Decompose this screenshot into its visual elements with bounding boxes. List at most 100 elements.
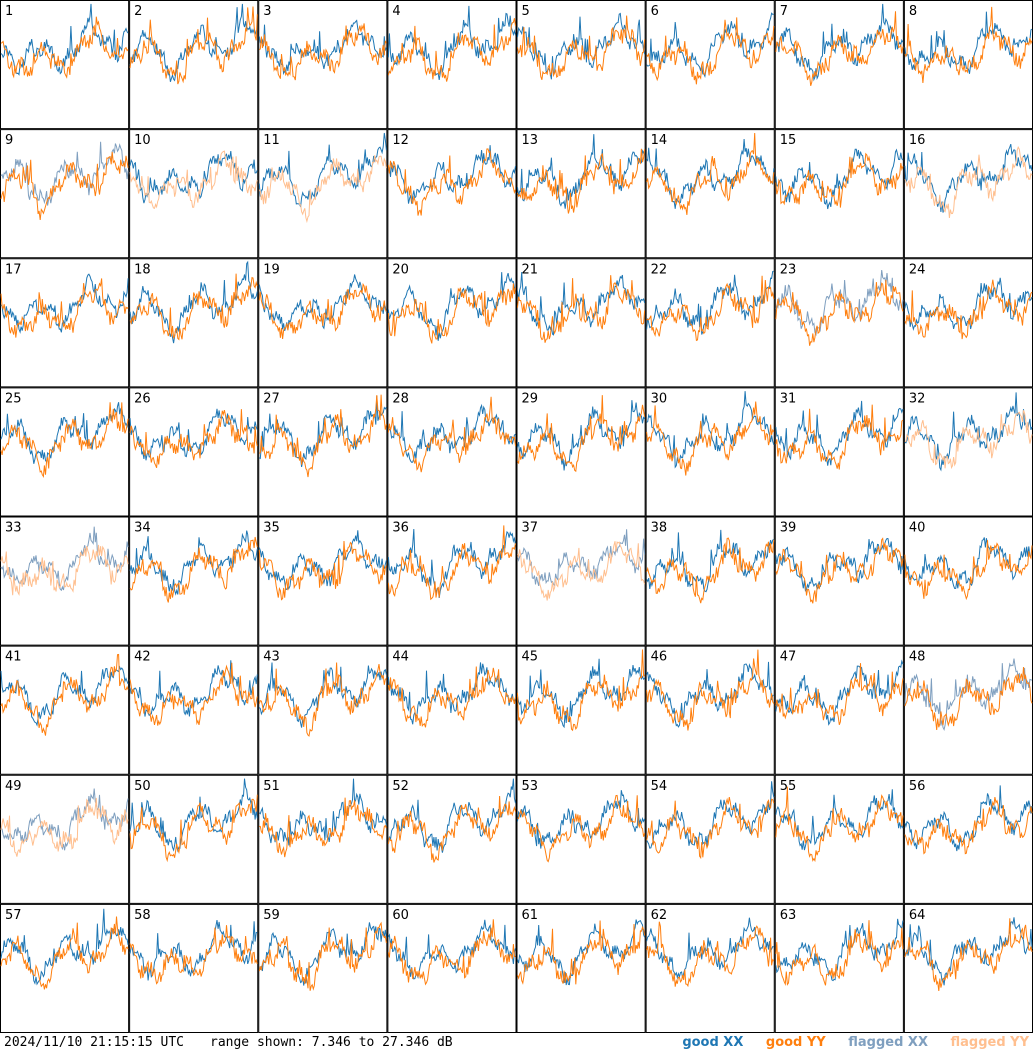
good-yy-line <box>517 794 646 863</box>
good-xx-line <box>0 665 129 727</box>
good-xx-line <box>646 138 775 209</box>
panel-number: 54 <box>651 779 668 794</box>
antenna-panel-58: 58 <box>129 903 259 1033</box>
good-yy-line <box>129 6 258 85</box>
panel-frame <box>387 0 517 130</box>
antenna-panel-54: 54 <box>645 774 775 904</box>
antenna-panel-19: 19 <box>258 258 388 388</box>
good-yy-line <box>904 918 1033 991</box>
panel-number: 55 <box>780 779 797 794</box>
good-xx-line <box>129 3 258 82</box>
good-xx-line <box>129 778 258 853</box>
panel-frame <box>387 774 517 904</box>
panel-frame <box>774 903 904 1033</box>
panel-frame <box>774 774 904 904</box>
antenna-panel-10: 10 <box>129 129 259 259</box>
antenna-panel-61: 61 <box>516 903 646 1033</box>
panel-number: 43 <box>263 650 280 665</box>
panel-frame <box>387 387 517 517</box>
panel-number: 21 <box>522 262 539 277</box>
antenna-panel-3: 3 <box>258 0 388 130</box>
panel-number: 48 <box>909 650 926 665</box>
flagged-xx-line <box>0 788 129 851</box>
legend-good-xx: good XX <box>682 1035 744 1050</box>
panel-number: 12 <box>392 133 409 148</box>
flagged-yy-line <box>0 797 129 857</box>
panel-number: 3 <box>263 4 271 19</box>
antenna-panel-40: 40 <box>903 516 1033 646</box>
good-xx-line <box>775 537 904 592</box>
panel-frame <box>129 0 259 130</box>
antenna-panel-45: 45 <box>516 645 646 775</box>
good-xx-line <box>0 908 129 986</box>
panel-number: 1 <box>5 4 13 19</box>
panel-number: 17 <box>5 262 22 277</box>
panel-number: 56 <box>909 779 926 794</box>
legend-good-yy: good YY <box>765 1035 826 1050</box>
panel-frame <box>387 903 517 1033</box>
flagged-yy-line <box>517 541 646 601</box>
antenna-panel-2: 2 <box>129 0 259 130</box>
good-xx-line <box>259 395 387 467</box>
panel-number: 42 <box>134 650 151 665</box>
good-yy-line <box>258 282 387 339</box>
good-yy-line <box>775 786 904 863</box>
legend-flagged-xx: flagged XX <box>848 1035 928 1050</box>
panel-frame <box>387 516 517 646</box>
good-xx-line <box>904 917 1033 986</box>
panel-number: 8 <box>909 4 917 19</box>
antenna-panel-31: 31 <box>774 387 904 517</box>
panel-number: 6 <box>651 4 659 19</box>
panel-number: 19 <box>263 262 280 277</box>
good-xx-line <box>387 528 516 598</box>
panel-frame <box>903 774 1033 904</box>
good-xx-line <box>646 917 774 980</box>
antenna-panel-56: 56 <box>903 774 1033 904</box>
panel-frame <box>258 387 388 517</box>
antenna-panel-9: 9 <box>0 129 130 259</box>
antenna-panel-27: 27 <box>258 387 388 517</box>
good-xx-line <box>258 132 387 208</box>
antenna-panel-36: 36 <box>387 516 517 646</box>
panel-number: 59 <box>263 908 280 923</box>
panel-frame <box>774 516 904 646</box>
good-yy-line <box>517 920 646 985</box>
panel-number: 58 <box>134 908 151 923</box>
panel-number: 39 <box>780 521 797 536</box>
panel-number: 33 <box>5 521 22 536</box>
antenna-panel-16: 16 <box>903 129 1033 259</box>
panel-frame <box>516 0 646 130</box>
good-yy-line <box>517 15 646 80</box>
panel-frame <box>903 516 1033 646</box>
antenna-panel-41: 41 <box>0 645 130 775</box>
antenna-panel-48: 48 <box>903 645 1033 775</box>
antenna-panel-33: 33 <box>0 516 130 646</box>
antenna-panel-20: 20 <box>387 258 517 388</box>
footer: 2024/11/10 21:15:15 UTC range shown: 7.3… <box>0 1033 1033 1053</box>
antenna-panel-26: 26 <box>129 387 259 517</box>
good-yy-line <box>129 409 258 468</box>
panel-number: 15 <box>780 133 797 148</box>
panel-number: 13 <box>522 133 539 148</box>
panel-frame <box>645 387 775 517</box>
panel-number: 60 <box>392 908 409 923</box>
good-xx-line <box>904 143 1033 213</box>
good-yy-line <box>258 662 387 737</box>
panel-frame <box>387 129 517 259</box>
good-xx-line <box>387 662 516 725</box>
antenna-panel-47: 47 <box>774 645 904 775</box>
panel-frame <box>129 903 259 1033</box>
panel-number: 49 <box>5 779 22 794</box>
antenna-panel-15: 15 <box>774 129 904 259</box>
panel-frame <box>258 129 388 259</box>
panel-frame <box>258 903 388 1033</box>
good-yy-line <box>517 148 646 214</box>
antenna-panel-37: 37 <box>516 516 646 646</box>
good-xx-line <box>646 270 774 335</box>
panel-number: 24 <box>909 262 926 277</box>
good-yy-line <box>646 537 775 604</box>
panel-frame <box>129 129 259 259</box>
good-xx-line <box>258 778 387 846</box>
good-yy-line <box>904 540 1033 601</box>
